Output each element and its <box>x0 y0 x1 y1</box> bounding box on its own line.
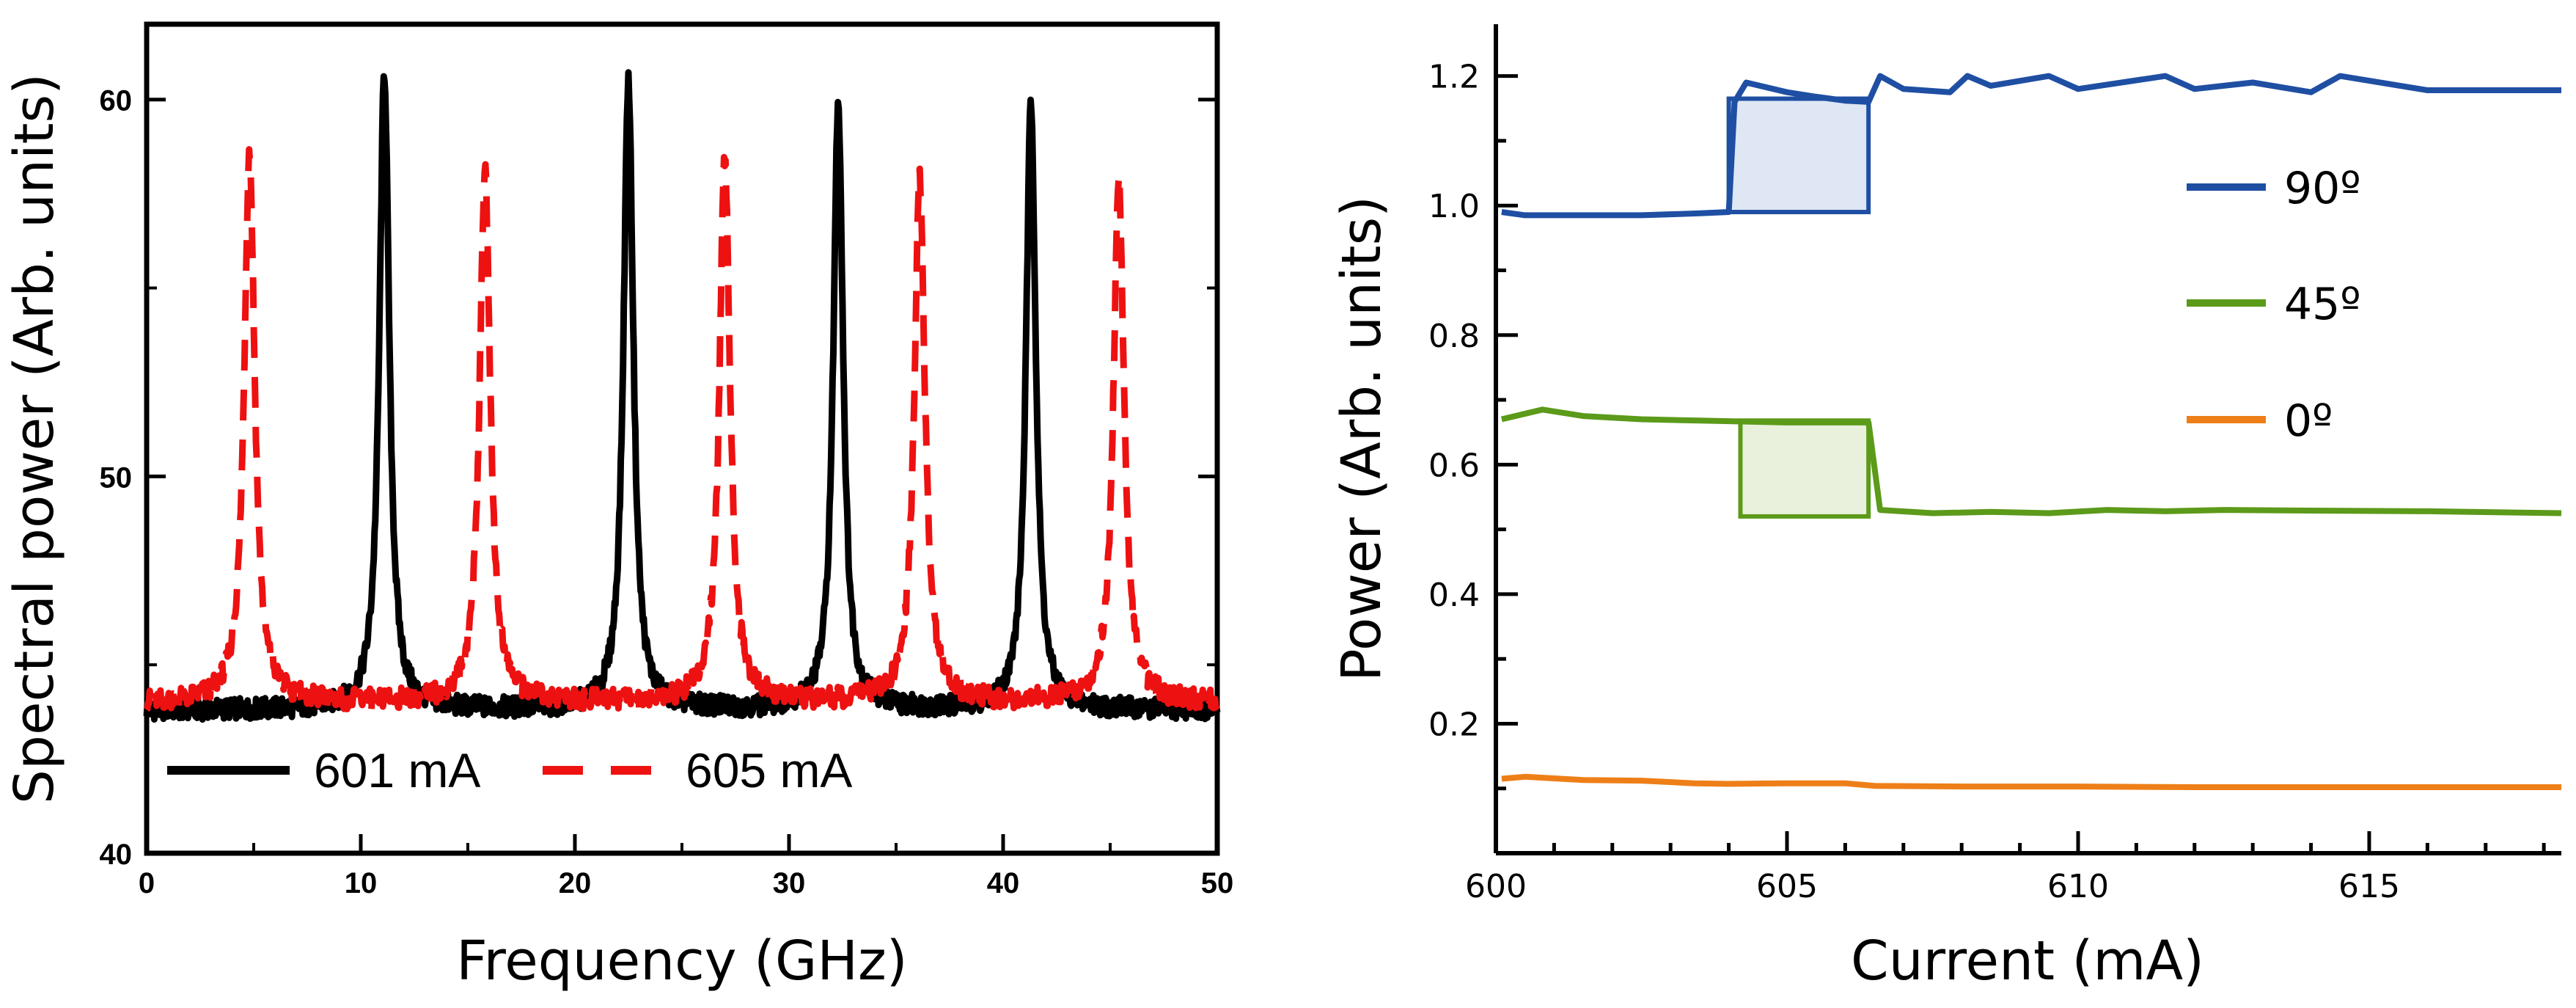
left-plot-frame <box>144 21 1220 856</box>
left-series-layer <box>143 69 1221 723</box>
legend-label-0deg: 0º <box>2284 395 2333 447</box>
legend-label-605: 605 mA <box>686 743 852 797</box>
legend-label-45deg: 45º <box>2284 279 2361 330</box>
left-x-tick-label: 50 <box>1201 867 1234 899</box>
right-x-axis-title: Current (mA) <box>1851 930 2204 993</box>
right-ticks: 600 605 610 615 0.2 0.4 0.6 0.8 1.0 1.2 <box>1428 59 2546 905</box>
right-y-axis-title: Power (Arb. units) <box>1330 196 1393 682</box>
series-line-605-ma <box>144 146 1221 713</box>
left-y-axis-title: Spectral power (Arb. units) <box>3 73 66 804</box>
left-x-tick-label: 0 <box>139 867 155 899</box>
left-y-tick-label: 60 <box>100 85 133 117</box>
right-x-tick-label: 600 <box>1465 868 1527 905</box>
left-x-axis-title: Frequency (GHz) <box>456 930 907 993</box>
right-x-tick-label: 610 <box>2047 868 2109 905</box>
right-y-tick-label: 0.4 <box>1428 577 1480 614</box>
legend-label-601: 601 mA <box>314 743 480 797</box>
left-y-tick-label: 40 <box>100 839 133 871</box>
right-x-tick-label: 605 <box>1756 868 1818 905</box>
left-x-tick-label: 40 <box>987 867 1020 899</box>
right-y-tick-label: 1.0 <box>1428 188 1480 225</box>
right-y-tick-label: 0.6 <box>1428 447 1480 484</box>
series-90deg-hysteresis-region <box>1726 96 1871 215</box>
left-y-tick-label: 50 <box>100 461 133 494</box>
left-legend: 601 mA 605 mA <box>167 743 852 797</box>
left-x-tick-label: 20 <box>559 867 592 899</box>
series-90deg-line <box>1501 73 2561 219</box>
right-hysteresis-fills <box>1726 96 1871 519</box>
series-0deg-line <box>1501 773 2561 790</box>
left-x-tick-label: 10 <box>345 867 378 899</box>
right-y-tick-label: 1.2 <box>1428 59 1480 96</box>
right-x-tick-label: 615 <box>2338 868 2400 905</box>
left-x-tick-label: 30 <box>773 867 806 899</box>
right-series-layer <box>1500 73 2562 790</box>
right-y-tick-label: 0.8 <box>1428 318 1480 355</box>
legend-label-90deg: 90º <box>2284 163 2361 214</box>
left-ticks: 0 10 20 30 40 50 40 50 60 <box>100 85 1234 899</box>
right-legend: 90º 45º 0º <box>2187 163 2361 447</box>
series-45deg-hysteresis-region <box>1738 418 1871 519</box>
series-45deg-line <box>1500 406 2562 516</box>
left-chart: 0 10 20 30 40 50 40 50 60 601 mA 605 mA Frequenc… <box>3 21 1234 993</box>
right-y-tick-label: 0.2 <box>1428 706 1480 743</box>
